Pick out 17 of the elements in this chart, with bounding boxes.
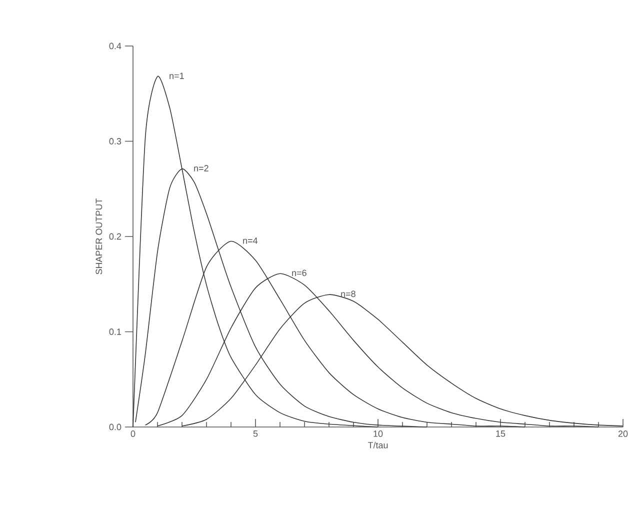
x-tick-label: 20 xyxy=(618,430,628,437)
series-label: n=1 xyxy=(170,72,184,79)
series-label: n=8 xyxy=(341,290,356,298)
x-tick-label: 5 xyxy=(253,430,258,437)
y-tick-label: 0.2 xyxy=(109,233,122,240)
series-label: n=6 xyxy=(292,270,306,276)
x-axis-title: T/tau xyxy=(368,442,388,448)
x-tick-label: 15 xyxy=(496,430,506,437)
x-tick-label: 0 xyxy=(130,430,136,437)
y-tick-label: 0.3 xyxy=(109,138,122,144)
x-tick-label: 10 xyxy=(374,430,383,437)
y-tick-label: 0.0 xyxy=(109,424,122,430)
y-tick-label: 0.4 xyxy=(109,42,122,50)
y-tick-label: 0.1 xyxy=(109,328,122,335)
series-label: n=4 xyxy=(243,238,258,244)
series-label: n=2 xyxy=(194,165,208,172)
y-axis-title: SHAPER OUTPUT xyxy=(96,198,102,274)
